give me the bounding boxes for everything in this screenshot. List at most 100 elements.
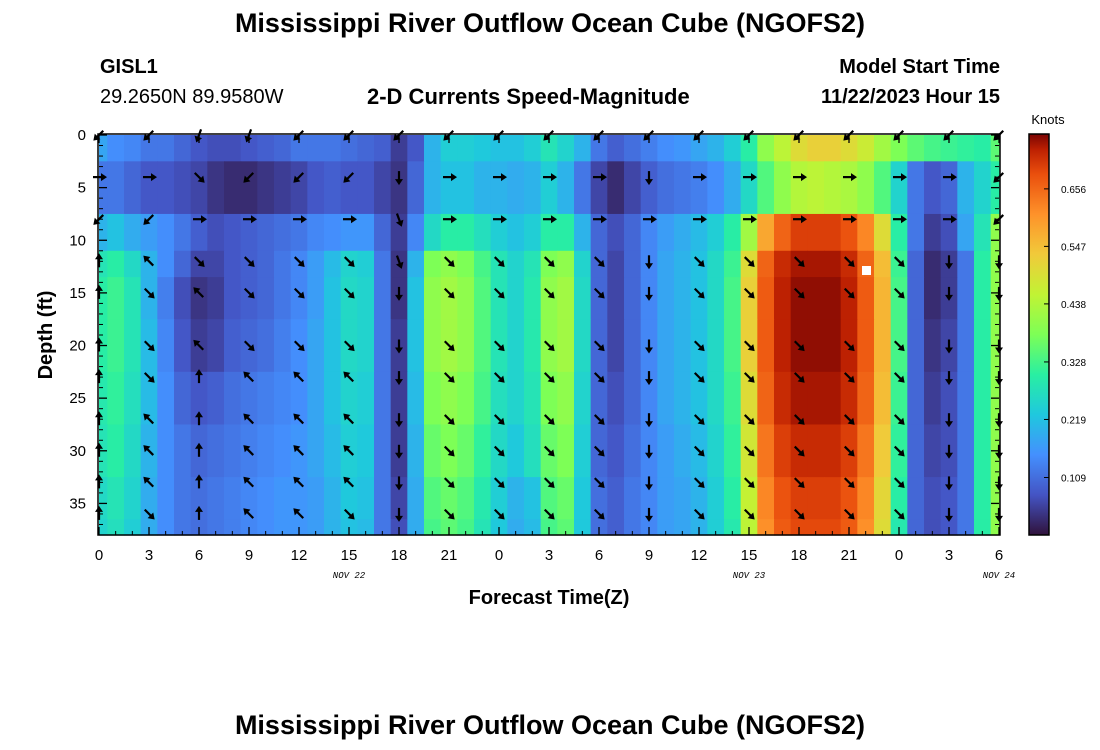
heatmap-cell	[824, 371, 842, 426]
current-arrow	[945, 476, 953, 491]
x-tick-label: 9	[645, 547, 653, 564]
heatmap-cell	[524, 371, 542, 426]
heatmap-cell	[207, 519, 225, 536]
heatmap-cell	[874, 161, 892, 215]
current-arrow	[893, 372, 905, 383]
heatmap-cell	[624, 424, 642, 478]
heatmap-cell	[707, 319, 725, 373]
heatmap-cell	[357, 250, 375, 278]
heatmap-cell	[990, 477, 1000, 520]
heatmap-cell	[507, 424, 525, 478]
current-arrow	[293, 340, 305, 352]
heatmap-cell	[807, 161, 825, 215]
heatmap-cell	[174, 519, 192, 536]
heatmap-cell	[640, 135, 658, 162]
heatmap-cell	[374, 477, 392, 520]
heatmap-cell	[674, 477, 692, 520]
heatmap-cell	[257, 213, 275, 252]
heatmap-cell	[157, 319, 175, 373]
heatmap-cell	[540, 371, 558, 426]
current-arrow	[793, 287, 805, 299]
heatmap-cell	[124, 319, 142, 373]
heatmap-cell	[107, 519, 125, 536]
heatmap-cell	[324, 477, 342, 520]
heatmap-cell	[574, 424, 592, 478]
heatmap-cell	[174, 319, 192, 373]
colorbar-tick-label: 0.438	[1061, 300, 1086, 311]
heatmap-cell	[774, 250, 792, 278]
heatmap-cell	[374, 277, 392, 320]
current-arrow	[945, 413, 953, 428]
current-arrow	[893, 445, 905, 457]
heatmap-cell	[257, 319, 275, 373]
heatmap-cell	[307, 424, 325, 478]
heatmap-cell	[124, 371, 142, 426]
heatmap-cell	[457, 135, 475, 162]
current-arrow	[195, 411, 203, 426]
heatmap-cell	[507, 277, 525, 320]
heatmap-cell	[857, 319, 875, 373]
heatmap-cell	[374, 371, 392, 426]
heatmap-cell	[940, 161, 958, 215]
current-arrow	[143, 287, 155, 299]
heatmap-cell	[290, 371, 308, 426]
heatmap-cell	[324, 213, 342, 252]
heatmap-cell	[157, 161, 175, 215]
model-start-label: Model Start Time	[839, 56, 1000, 78]
heatmap-cell	[357, 135, 375, 162]
heatmap-cell	[124, 519, 142, 536]
heatmap-cell	[974, 250, 992, 278]
heatmap-cell	[490, 213, 508, 252]
heatmap-cell	[524, 519, 542, 536]
heatmap-cell	[524, 250, 542, 278]
heatmap-cell	[424, 371, 442, 426]
heatmap-cell	[907, 250, 925, 278]
heatmap-cell	[407, 519, 425, 536]
current-arrow	[443, 340, 455, 352]
current-arrow	[693, 340, 705, 352]
heatmap-cell	[307, 277, 325, 320]
heatmap-cell	[824, 161, 842, 215]
heatmap-cell	[874, 277, 892, 320]
heatmap-cell	[357, 319, 375, 373]
current-arrow	[593, 477, 605, 489]
x-tick-label: 6	[195, 547, 203, 564]
heatmap-cell	[890, 213, 908, 252]
current-arrow	[843, 372, 855, 383]
current-arrow	[343, 371, 355, 383]
heatmap-cell	[740, 371, 758, 426]
heatmap-cell	[674, 319, 692, 373]
x-axis: 0 3 6 9 12 15 18 21 0 3 6 9 12 15 18 21 0 3 6 NOV 22 NOV 23 N…	[95, 135, 1015, 581]
heatmap-cell	[707, 277, 725, 320]
heatmap-cell	[107, 424, 125, 478]
heatmap-cell	[874, 135, 892, 162]
heatmap-cell	[540, 277, 558, 320]
current-arrow	[793, 372, 805, 383]
heatmap-cell	[757, 477, 775, 520]
heatmap-cell	[874, 424, 892, 478]
heatmap-cell	[924, 319, 942, 373]
heatmap-cell	[240, 371, 258, 426]
current-arrow	[493, 477, 505, 489]
current-arrow	[543, 508, 555, 520]
heatmap-cell	[640, 477, 658, 520]
heatmap-cell	[690, 213, 708, 252]
heatmap-cell	[340, 213, 358, 252]
heatmap-cell	[974, 519, 992, 536]
heatmap-cell	[99, 477, 108, 520]
current-arrow	[243, 340, 255, 352]
heatmap-cell	[824, 135, 842, 162]
current-arrow	[193, 287, 205, 298]
current-arrow	[543, 287, 555, 299]
current-arrow	[143, 413, 155, 425]
footer-title: Mississippi River Outflow Ocean Cube (NG…	[234, 710, 866, 740]
current-arrow	[143, 173, 157, 182]
heatmap-cell	[574, 250, 592, 278]
heatmap-cell	[857, 161, 875, 215]
heatmap-cell	[207, 477, 225, 520]
heatmap-cell	[790, 213, 808, 252]
current-arrow	[95, 253, 103, 268]
heatmap-cell	[840, 277, 858, 320]
heatmap-cell	[557, 277, 575, 320]
heatmap-cell	[974, 319, 992, 373]
